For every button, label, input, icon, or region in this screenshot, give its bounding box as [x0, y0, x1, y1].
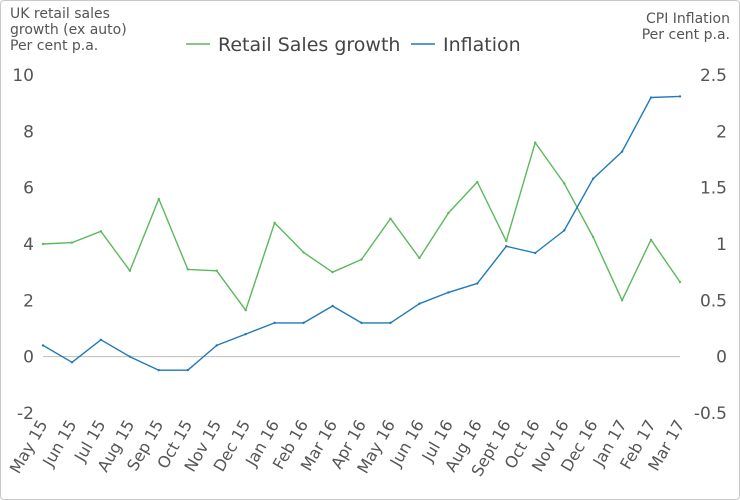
left-axis-tick-label: 4 — [23, 235, 34, 255]
data-point-inflation — [678, 95, 682, 98]
data-point-retail-sales-growth — [678, 280, 682, 284]
data-point-inflation — [302, 321, 305, 325]
data-point-inflation — [157, 368, 161, 372]
left-axis-tick-label: 10 — [12, 66, 34, 86]
data-point-inflation — [41, 344, 45, 347]
left-axis-tick-label: 0 — [23, 348, 34, 368]
data-point-retail-sales-growth — [360, 258, 363, 261]
legend-label: Inflation — [443, 34, 521, 56]
left-axis-tick-label: 2 — [23, 291, 34, 311]
x-axis-tick-label: May 15 — [6, 417, 52, 477]
data-point-inflation — [476, 282, 479, 285]
data-point-retail-sales-growth — [273, 221, 276, 225]
right-axis-tick-label: -0.5 — [694, 404, 727, 424]
data-point-retail-sales-growth — [591, 235, 595, 239]
data-point-inflation — [128, 355, 132, 358]
data-point-retail-sales-growth — [389, 217, 392, 220]
right-axis-tick-label: 2 — [716, 122, 727, 142]
data-point-inflation — [215, 344, 218, 347]
data-point-retail-sales-growth — [534, 141, 537, 144]
left-axis-tick-label: -2 — [17, 404, 34, 424]
left-axis-title-line-3: Per cent p.a. — [10, 38, 99, 54]
data-point-inflation — [447, 291, 450, 294]
chart-legend: Retail Sales growth Inflation — [186, 34, 521, 56]
data-point-retail-sales-growth — [215, 269, 218, 272]
right-axis-title: CPI Inflation Per cent p.a. — [590, 11, 730, 43]
chart-series — [41, 95, 682, 372]
data-point-retail-sales-growth — [476, 180, 479, 184]
data-point-retail-sales-growth — [128, 269, 132, 272]
data-point-retail-sales-growth — [447, 211, 450, 215]
series-line-retail-sales-growth — [42, 141, 681, 311]
left-axis-title-line-2: growth (ex auto) — [10, 22, 127, 38]
right-axis-tick-label: 1 — [716, 235, 727, 255]
right-axis-tick-label: 0.5 — [700, 291, 727, 311]
left-axis-title: UK retail sales growth (ex auto) Per cen… — [10, 6, 180, 54]
data-point-inflation — [534, 251, 537, 255]
right-axis-title-line-2: Per cent p.a. — [641, 27, 730, 43]
data-point-retail-sales-growth — [70, 241, 74, 244]
right-axis-title-line-1: CPI Inflation — [645, 11, 730, 27]
data-point-retail-sales-growth — [186, 268, 189, 271]
data-point-inflation — [562, 229, 566, 232]
right-axis-tick-label: 1.5 — [700, 179, 727, 199]
data-point-inflation — [418, 302, 421, 305]
data-point-retail-sales-growth — [562, 182, 566, 185]
legend-label: Retail Sales growth — [218, 34, 400, 56]
data-point-inflation — [244, 332, 247, 336]
left-axis-tick-label: 6 — [23, 179, 34, 199]
data-point-retail-sales-growth — [505, 239, 508, 243]
data-point-retail-sales-growth — [157, 197, 161, 201]
data-point-inflation — [649, 96, 653, 99]
data-point-inflation — [360, 321, 363, 325]
data-point-inflation — [620, 150, 624, 153]
left-axis-title-line-1: UK retail sales — [10, 6, 110, 22]
data-point-inflation — [591, 177, 595, 180]
right-axis-tick-label: 0 — [716, 348, 727, 368]
left-axis-tick-label: 8 — [23, 122, 34, 142]
data-point-inflation — [389, 321, 392, 325]
data-point-retail-sales-growth — [41, 242, 45, 246]
data-point-inflation — [331, 304, 334, 308]
data-point-retail-sales-growth — [99, 230, 103, 233]
data-point-retail-sales-growth — [244, 308, 247, 312]
data-point-inflation — [505, 245, 508, 248]
data-point-inflation — [273, 321, 276, 325]
series-line-inflation — [42, 95, 681, 371]
data-point-retail-sales-growth — [649, 238, 653, 241]
data-point-retail-sales-growth — [302, 251, 305, 254]
data-point-inflation — [186, 368, 189, 372]
data-point-retail-sales-growth — [418, 256, 421, 260]
data-point-inflation — [70, 361, 74, 364]
right-axis-tick-label: 2.5 — [700, 66, 727, 86]
data-point-retail-sales-growth — [331, 270, 334, 274]
data-point-retail-sales-growth — [620, 299, 624, 302]
data-point-inflation — [99, 338, 103, 341]
